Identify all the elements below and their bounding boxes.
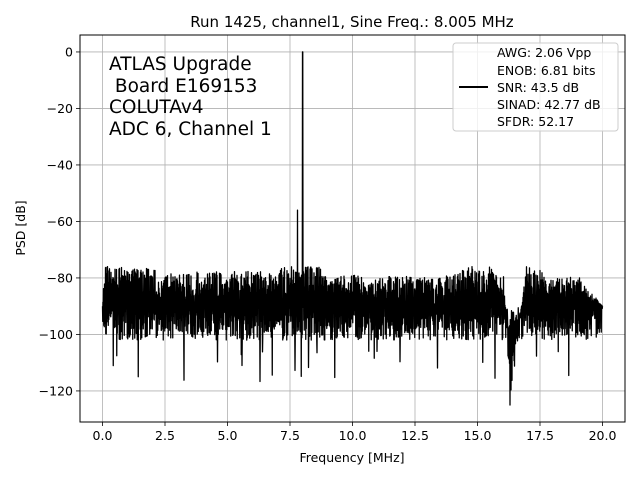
grid	[80, 35, 625, 422]
x-tick-label: 10.0	[339, 428, 367, 443]
y-tick-label: −20	[47, 101, 73, 116]
y-tick-label: −60	[47, 214, 73, 229]
y-axis-ticks: 0 −20 −40 −60 −80 −100 −120	[39, 44, 80, 398]
annotation-line: ADC 6, Channel 1	[109, 119, 272, 140]
psd-trace-group	[101, 51, 604, 406]
x-tick-label: 15.0	[464, 428, 492, 443]
y-tick-label: −120	[39, 383, 73, 398]
y-axis-label: PSD [dB]	[13, 200, 28, 255]
x-tick-label: 0.0	[93, 428, 113, 443]
annotation-block: ATLAS Upgrade Board E169153 COLUTAv4 ADC…	[109, 54, 272, 140]
legend-entry: SNR: 43.5 dB	[497, 80, 579, 95]
psd-trace	[101, 51, 604, 406]
x-tick-label: 5.0	[218, 428, 238, 443]
x-tick-label: 17.5	[526, 428, 554, 443]
x-tick-label: 2.5	[155, 428, 175, 443]
y-tick-label: 0	[65, 44, 73, 59]
x-tick-label: 7.5	[280, 428, 300, 443]
chart-title: Run 1425, channel1, Sine Freq.: 8.005 MH…	[190, 13, 514, 31]
y-tick-label: −80	[47, 270, 73, 285]
x-tick-label: 12.5	[401, 428, 429, 443]
x-axis-ticks: 0.0 2.5 5.0 7.5 10.0 12.5 15.0 17.5 20.0	[93, 422, 617, 443]
x-axis-label: Frequency [MHz]	[299, 450, 404, 465]
annotation-line: Board E169153	[109, 76, 257, 97]
annotation-line: COLUTAv4	[109, 97, 204, 118]
legend-entry: SINAD: 42.77 dB	[497, 97, 601, 112]
annotation-line: ATLAS Upgrade	[109, 54, 252, 75]
legend-box	[452, 42, 619, 132]
x-tick-label: 20.0	[589, 428, 617, 443]
legend-entry: AWG: 2.06 Vpp	[497, 45, 591, 60]
y-tick-label: −40	[47, 157, 73, 172]
legend-entry: ENOB: 6.81 bits	[497, 63, 595, 78]
y-tick-label: −100	[39, 327, 73, 342]
legend: AWG: 2.06 Vpp ENOB: 6.81 bits SNR: 43.5 …	[452, 42, 619, 132]
legend-entry: SFDR: 52.17	[497, 114, 574, 129]
